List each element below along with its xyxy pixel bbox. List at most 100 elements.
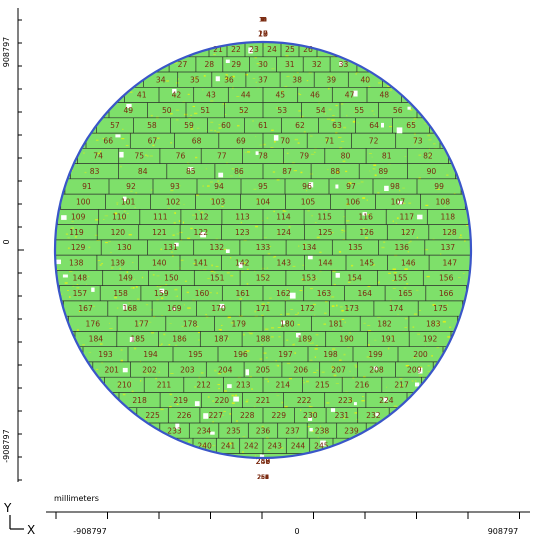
die-label[interactable]: 243 [267,442,282,451]
die-label[interactable]: 156 [439,274,454,283]
die-label[interactable]: 36 [224,75,234,84]
defect-marker[interactable] [308,182,314,188]
die-label[interactable]: 168 [123,304,138,313]
die-label[interactable]: 126 [359,228,374,237]
die-label[interactable]: 32 [312,60,322,69]
die-label[interactable]: 5 [261,16,265,23]
die-label[interactable]: 26 [303,45,313,54]
die-label[interactable]: 9 [261,16,265,23]
die-label[interactable]: 108 [436,197,451,206]
die-label[interactable]: 15 [258,30,268,39]
die-label[interactable]: 53 [277,106,287,115]
die-label[interactable]: 11 [259,16,267,23]
die-label[interactable]: 213 [236,381,251,390]
die-label[interactable]: 248 [256,457,271,466]
die-label[interactable]: 140 [152,259,167,268]
die-label[interactable]: 58 [147,121,157,130]
die-label[interactable]: 217 [394,381,409,390]
die-label[interactable]: 96 [302,182,312,191]
die-label[interactable]: 35 [190,75,200,84]
die-label[interactable]: 199 [368,350,383,359]
defect-marker[interactable] [172,88,177,94]
defect-marker[interactable] [339,61,343,66]
die-label[interactable]: 43 [206,91,216,100]
die-label[interactable]: 165 [398,289,413,298]
die-label[interactable]: 218 [132,396,147,405]
die-label[interactable]: 55 [354,106,364,115]
die-label[interactable]: 247 [256,457,271,466]
die-label[interactable]: 14 [259,16,267,23]
die-label[interactable]: 242 [244,442,259,451]
die-label[interactable]: 264 [257,474,269,481]
die-label[interactable]: 125 [318,228,333,237]
die-label[interactable]: 112 [194,213,209,222]
die-label[interactable]: 110 [112,213,127,222]
die-label[interactable]: 225 [145,411,160,420]
die-label[interactable]: 202 [142,365,157,374]
die-label[interactable]: 111 [153,213,168,222]
die-label[interactable]: 244 [291,442,306,451]
die-label[interactable]: 52 [239,106,249,115]
die-label[interactable]: 20 [258,30,268,39]
die-label[interactable]: 13 [259,16,267,23]
die-label[interactable]: 63 [332,121,342,130]
die-label[interactable]: 76 [176,152,186,161]
die-label[interactable]: 200 [413,350,428,359]
die-label[interactable]: 98 [390,182,400,191]
defect-marker[interactable] [61,215,67,220]
die-label[interactable]: 227 [208,411,223,420]
die-label[interactable]: 94 [214,182,224,191]
die-label[interactable]: 61 [258,121,268,130]
die-label[interactable]: 171 [256,304,271,313]
die-label[interactable]: 182 [377,320,392,329]
die-label[interactable]: 231 [335,411,350,420]
die-label[interactable]: 90 [427,167,437,176]
die-label[interactable]: 51 [200,106,210,115]
die-label[interactable]: 41 [137,91,147,100]
die-label[interactable]: 257 [257,474,269,481]
die-label[interactable]: 197 [278,350,293,359]
die-label[interactable]: 113 [235,213,250,222]
die-label[interactable]: 122 [194,228,209,237]
defect-marker[interactable] [335,273,340,278]
die-label[interactable]: 159 [154,289,169,298]
die-label[interactable]: 107 [391,197,406,206]
die-label[interactable]: 154 [347,274,362,283]
defect-marker[interactable] [91,287,95,292]
die-label[interactable]: 60 [221,121,231,130]
defect-marker[interactable] [320,440,326,447]
die-label[interactable]: 173 [344,304,359,313]
die-label[interactable]: 230 [303,411,318,420]
die-label[interactable]: 208 [369,365,384,374]
defect-marker[interactable] [159,288,165,293]
die-label[interactable]: 19 [258,30,268,39]
defect-marker[interactable] [218,172,224,178]
die-label[interactable]: 214 [276,381,291,390]
die-label[interactable]: 54 [316,106,326,115]
die-label[interactable]: 100 [76,197,91,206]
die-label[interactable]: 162 [276,289,291,298]
die-label[interactable]: 68 [192,136,202,145]
die-label[interactable]: 46 [310,91,320,100]
die-label[interactable]: 65 [406,121,416,130]
die-label[interactable]: 114 [276,213,291,222]
die-label[interactable]: 144 [318,259,333,268]
die-label[interactable]: 190 [339,335,354,344]
die-label[interactable]: 47 [345,91,355,100]
die-label[interactable]: 139 [110,259,125,268]
die-label[interactable]: 250 [256,457,271,466]
die-label[interactable]: 228 [240,411,255,420]
die-label[interactable]: 104 [256,197,271,206]
die-label[interactable]: 177 [134,320,149,329]
die-label[interactable]: 224 [379,396,394,405]
die-label[interactable]: 129 [71,243,86,252]
defect-marker[interactable] [225,59,230,63]
die-label[interactable]: 150 [164,274,179,283]
die-label[interactable]: 24 [267,45,277,54]
die-label[interactable]: 189 [298,335,313,344]
die-label[interactable]: 62 [295,121,305,130]
defect-marker[interactable] [353,402,357,406]
die-label[interactable]: 37 [258,75,268,84]
die-label[interactable]: 155 [393,274,408,283]
defect-marker[interactable] [122,304,127,310]
